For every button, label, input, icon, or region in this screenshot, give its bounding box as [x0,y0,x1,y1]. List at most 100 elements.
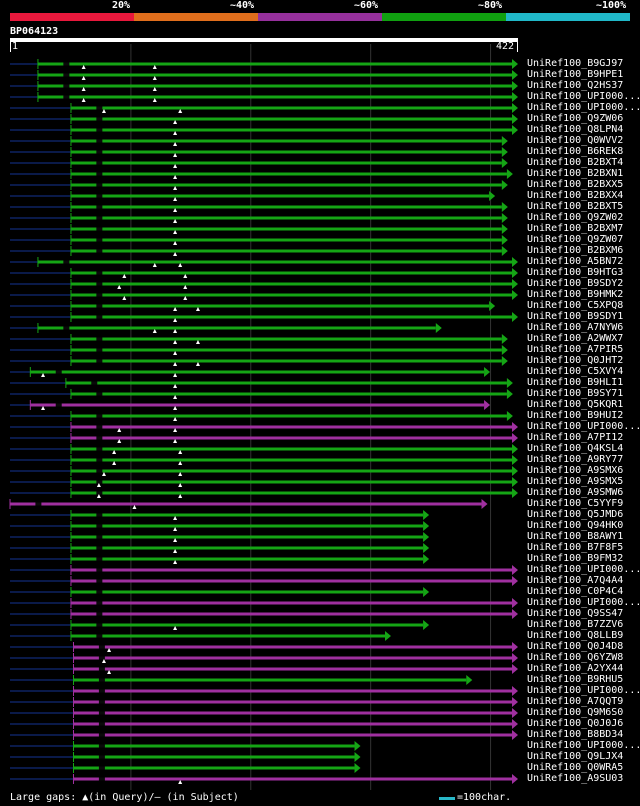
hit-label[interactable]: UniRef100_B2BXM6 [527,245,624,256]
subject-gap [96,579,103,583]
hit-label[interactable]: UniRef100_Q6YZW8 [527,652,624,663]
hit-label[interactable]: UniRef100_A7PIR5 [527,344,624,355]
hit-label[interactable]: UniRef100_B2BXX5 [527,179,624,190]
hit-label[interactable]: UniRef100_B7F8F5 [527,542,624,553]
hit-label[interactable]: UniRef100_B9HMK2 [527,289,624,300]
alignment-bar [70,436,513,440]
hit-label[interactable]: UniRef100_UPI000... [527,102,640,113]
alignment-end-arrow [512,59,518,69]
alignment-bar [70,568,513,572]
subject-gap [96,535,103,539]
hit-label[interactable]: UniRef100_A7PI12 [527,432,624,443]
hit-label[interactable]: UniRef100_UPI000... [527,740,640,751]
hit-label[interactable]: UniRef100_B2BXX4 [527,190,624,201]
query-gap-marker [152,87,157,91]
alignment-end-arrow [435,323,442,333]
hit-label[interactable]: UniRef100_B6REK8 [527,146,624,157]
hit-label[interactable]: UniRef100_UPI000... [527,597,640,608]
hit-label[interactable]: UniRef100_B2BXT5 [527,201,624,212]
alignment-end-arrow [506,389,513,399]
hit-label[interactable]: UniRef100_C5XPQ8 [527,300,624,311]
subject-gap [96,436,103,440]
hit-label[interactable]: UniRef100_UPI000... [527,685,640,696]
hit-label[interactable]: UniRef100_UPI000... [527,421,640,432]
hit-label[interactable]: UniRef100_B9HUI2 [527,410,624,421]
hit-label[interactable]: UniRef100_A7NYW6 [527,322,624,333]
subject-gap [96,513,103,517]
hit-label[interactable]: UniRef100_Q9M6S0 [527,707,624,718]
alignment-end-arrow [484,367,491,377]
hit-label[interactable]: UniRef100_C5YYF9 [527,498,624,509]
subject-gap [96,491,103,495]
subject-gap [96,634,103,638]
hit-label[interactable]: UniRef100_B2BXM7 [527,223,624,234]
hit-label[interactable]: UniRef100_B9HTG3 [527,267,624,278]
subject-gap [96,623,103,627]
hit-label[interactable]: UniRef100_A7QQT9 [527,696,624,707]
hit-label[interactable]: UniRef100_A9SMW6 [527,487,624,498]
hit-label[interactable]: UniRef100_Q0WVV2 [527,135,624,146]
hit-label[interactable]: UniRef100_A9RY77 [527,454,624,465]
hit-label[interactable]: UniRef100_Q0WRA5 [527,762,624,773]
hit-label[interactable]: UniRef100_B7ZZV6 [527,619,624,630]
hit-label[interactable]: UniRef100_Q9ZW07 [527,234,624,245]
hit-label[interactable]: UniRef100_Q5JMD6 [527,509,624,520]
hit-label[interactable]: UniRef100_A9SMX6 [527,465,624,476]
hit-label[interactable]: UniRef100_B9SY71 [527,388,624,399]
hit-label[interactable]: UniRef100_C5XVY4 [527,366,624,377]
alignment-end-arrow [512,642,518,652]
hit-label[interactable]: UniRef100_Q2HS37 [527,80,624,91]
subject-gap [96,238,103,242]
hit-label[interactable]: UniRef100_B9SDY2 [527,278,624,289]
hit-label[interactable]: UniRef100_Q4KSL4 [527,443,624,454]
hit-label[interactable]: UniRef100_A2YX44 [527,663,624,674]
subject-gap [96,117,103,121]
hit-label[interactable]: UniRef100_Q0J0J6 [527,718,624,729]
hit-label[interactable]: UniRef100_B9HPE1 [527,69,624,80]
alignment-end-arrow [512,455,518,465]
hit-label[interactable]: UniRef100_B8AWY1 [527,531,624,542]
hit-label[interactable]: UniRef100_Q9LJX4 [527,751,624,762]
hit-label[interactable]: UniRef100_B2BXT4 [527,157,624,168]
alignment-bar [70,480,513,484]
hit-label[interactable]: UniRef100_B8BD34 [527,729,624,740]
hit-label[interactable]: UniRef100_Q9SS47 [527,608,624,619]
alignment-end-arrow [512,268,518,278]
hit-label[interactable]: UniRef100_B2BXN1 [527,168,624,179]
alignment-end-arrow [354,741,361,751]
hit-label[interactable]: UniRef100_B9RHU5 [527,674,624,685]
subject-gap [55,370,62,374]
hit-label[interactable]: UniRef100_A9SU03 [527,773,624,784]
hit-label[interactable]: UniRef100_UPI000... [527,91,640,102]
hit-label[interactable]: UniRef100_UPI000... [527,564,640,575]
alignment-bar [37,260,512,264]
hit-label[interactable]: UniRef100_Q0JHT2 [527,355,624,366]
hit-label[interactable]: UniRef100_B9HLI1 [527,377,624,388]
hit-label[interactable]: UniRef100_Q8LLB9 [527,630,624,641]
legend-segment [258,13,382,21]
alignment-bar [70,513,424,517]
hit-label[interactable]: UniRef100_Q0J4D8 [527,641,624,652]
hit-label[interactable]: UniRef100_B9SDY1 [527,311,624,322]
hit-label[interactable]: UniRef100_A7Q4A4 [527,575,624,586]
hit-label[interactable]: UniRef100_A5BN72 [527,256,624,267]
hit-label[interactable]: UniRef100_Q5KQR1 [527,399,624,410]
hit-label[interactable]: UniRef100_B9FM32 [527,553,624,564]
hit-label[interactable]: UniRef100_C0P4C4 [527,586,624,597]
scale-bar [439,797,455,800]
alignment-bar [73,678,467,682]
subject-gap [96,590,103,594]
hit-label[interactable]: UniRef100_Q9ZW06 [527,113,624,124]
query-gap-marker [81,87,86,91]
hit-label[interactable]: UniRef100_B9GJ97 [527,58,624,69]
query-gap-marker [107,648,112,652]
alignment-end-arrow [466,675,473,685]
alignment-end-arrow [512,774,518,784]
query-gap-marker [178,263,183,267]
hit-label[interactable]: UniRef100_A9SMX5 [527,476,624,487]
hit-label[interactable]: UniRef100_Q94HK0 [527,520,624,531]
alignment-bar [70,117,513,121]
hit-label[interactable]: UniRef100_Q8LPN4 [527,124,624,135]
hit-label[interactable]: UniRef100_Q9ZW02 [527,212,624,223]
hit-label[interactable]: UniRef100_A2WWX7 [527,333,624,344]
